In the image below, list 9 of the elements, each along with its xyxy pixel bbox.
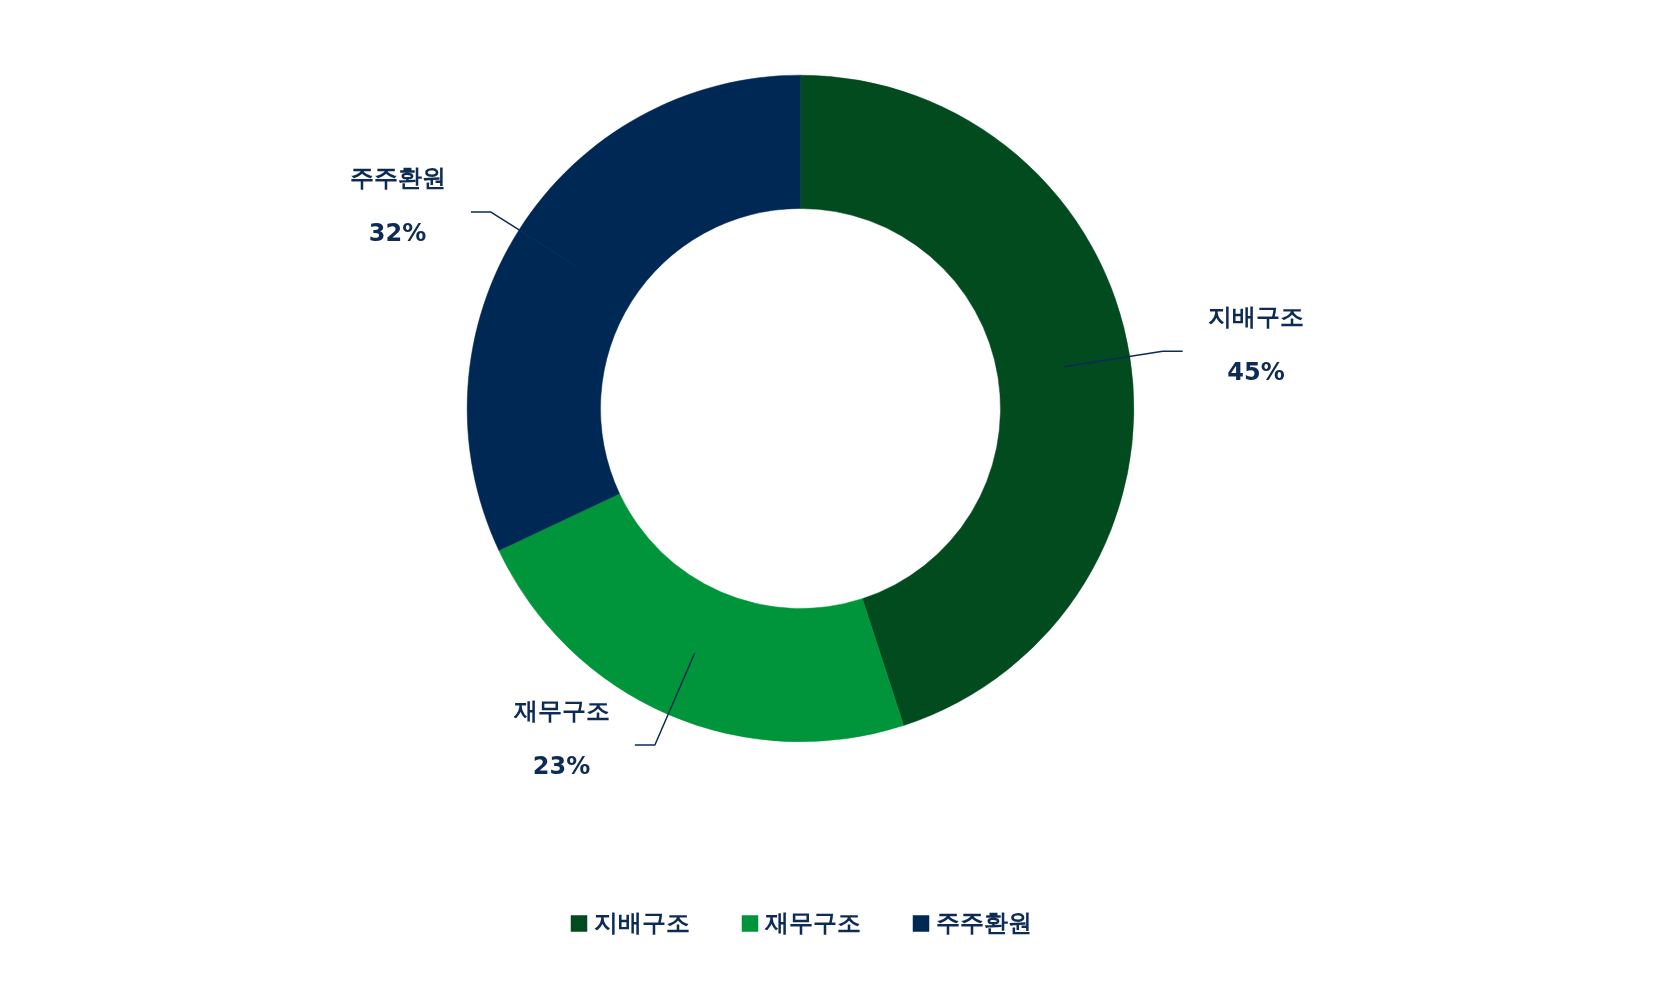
legend-label: 재무구조 xyxy=(764,908,861,940)
legend-label: 주주환원 xyxy=(935,908,1032,940)
slice-label: 지배구조 xyxy=(1207,303,1304,332)
slice-label: 주주환원 xyxy=(349,164,446,193)
slice-label: 재무구조 xyxy=(512,697,610,726)
data-label: 23% xyxy=(532,751,591,780)
legend-label: 지배구조 xyxy=(593,908,690,940)
data-label: 32% xyxy=(368,218,427,247)
data-label: 45% xyxy=(1227,357,1285,386)
